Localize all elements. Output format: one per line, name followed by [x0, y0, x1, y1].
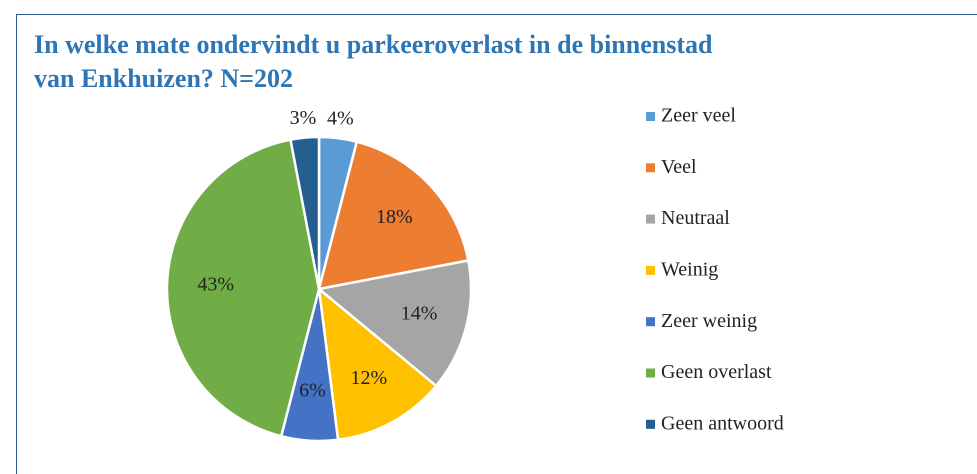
pie-slice: [317, 140, 470, 291]
data-label: 12%: [350, 367, 387, 389]
legend-label: Veel: [661, 156, 697, 178]
legend-marker: [646, 112, 655, 121]
legend-marker: [646, 214, 655, 224]
data-label: 43%: [197, 273, 234, 295]
legend-label: Zeer weinig: [661, 310, 757, 332]
legend-label: Geen antwoord: [661, 412, 784, 434]
legend-label: Geen overlast: [661, 361, 772, 383]
legend-marker: [646, 368, 655, 378]
pie-slice: [317, 286, 438, 442]
legend-marker: [646, 419, 655, 429]
legend-marker: [646, 265, 655, 275]
data-label: 3%: [290, 107, 317, 129]
pie-slice: [289, 135, 321, 290]
chart-frame: [16, 14, 977, 474]
legend-marker: [646, 317, 655, 327]
page: In welke mate ondervindt u parkeeroverla…: [16, 14, 977, 474]
pie-slice: [316, 259, 473, 388]
pie-slice: [165, 138, 321, 438]
data-label: 6%: [299, 380, 326, 402]
chart: 4% 18% 14% 12% 6% 43% 3% Zeer veel Veel Neutraal W…: [165, 105, 784, 443]
data-label: 18%: [376, 206, 413, 228]
data-label: 14%: [401, 302, 438, 324]
data-label: 4%: [327, 108, 354, 130]
legend-label: Zeer veel: [661, 105, 736, 127]
legend-marker: [646, 163, 655, 173]
chart-title: In welke mate ondervindt u parkeeroverla…: [34, 30, 713, 93]
legend-label: Weinig: [661, 258, 718, 280]
legend-label: Neutraal: [661, 207, 730, 229]
